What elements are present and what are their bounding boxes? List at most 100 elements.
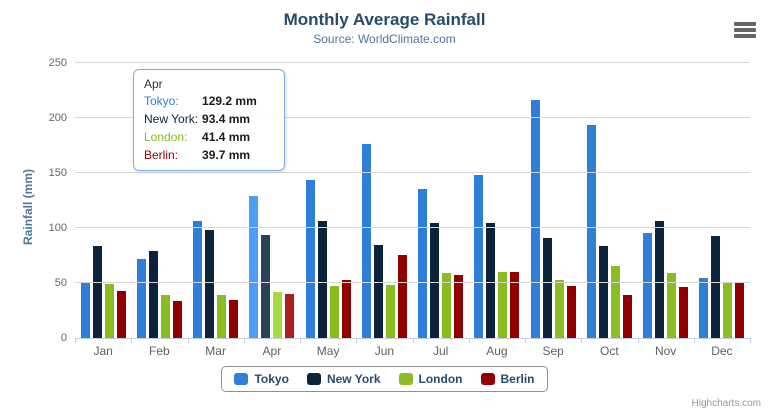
bar-new-york-mar[interactable] [205, 229, 215, 338]
bar-new-york-dec[interactable] [711, 236, 721, 338]
chart-title: Monthly Average Rainfall [283, 10, 486, 29]
column-groups [75, 63, 750, 338]
category-jul [413, 63, 469, 338]
bar-berlin-oct[interactable] [622, 295, 632, 338]
y-axis-tick-label: 0 [60, 332, 67, 344]
gridline [75, 62, 750, 63]
gridline [75, 282, 750, 283]
bar-new-york-jan[interactable] [92, 246, 102, 338]
x-axis-label-jul: Jul [432, 344, 449, 358]
x-axis-tick [75, 338, 76, 343]
x-axis-labels: Jan Feb Mar Apr May Jun Jul Aug Sep Oct Nov Dec [75, 344, 750, 358]
bar-tokyo-apr[interactable] [249, 195, 259, 338]
legend: Tokyo New York London Berlin [0, 366, 769, 392]
x-axis-label-sep: Sep [542, 344, 564, 358]
credits-link[interactable]: Highcharts.com [691, 398, 761, 409]
legend-label: Berlin [500, 372, 535, 386]
bar-tokyo-mar[interactable] [193, 220, 203, 338]
legend-item-tokyo[interactable]: Tokyo [234, 372, 289, 386]
bar-new-york-jun[interactable] [373, 245, 383, 338]
bar-london-jan[interactable] [104, 284, 114, 338]
bar-tokyo-may[interactable] [305, 179, 315, 338]
legend-swatch-icon [234, 373, 249, 385]
category-dec [694, 63, 750, 338]
bar-london-jul[interactable] [442, 273, 452, 338]
tooltip-series-value: 39.7 mm [202, 148, 251, 162]
category-aug [469, 63, 525, 338]
legend-swatch-icon [398, 373, 413, 385]
bar-berlin-mar[interactable] [229, 300, 239, 338]
y-axis-tick-label: 50 [54, 277, 67, 289]
category-jan [75, 63, 131, 338]
bar-berlin-apr[interactable] [285, 294, 295, 338]
bar-new-york-oct[interactable] [598, 246, 608, 338]
tooltip-series-label: New York: [144, 112, 199, 126]
bar-new-york-may[interactable] [317, 221, 327, 338]
bar-new-york-feb[interactable] [148, 251, 158, 338]
legend-label: New York [326, 372, 381, 386]
bar-berlin-feb[interactable] [172, 301, 182, 338]
bar-london-dec[interactable] [723, 281, 733, 338]
hamburger-menu-icon[interactable] [732, 19, 758, 41]
x-axis-tick [581, 338, 583, 343]
x-axis-tick [750, 338, 751, 343]
bar-london-sep[interactable] [554, 280, 564, 338]
category-jun [356, 63, 412, 338]
tooltip-rows: Tokyo: 129.2 mm New York: 93.4 mm London: 41.… [144, 94, 274, 162]
bar-london-nov[interactable] [667, 272, 677, 338]
bar-berlin-nov[interactable] [679, 286, 689, 338]
bar-london-jun[interactable] [385, 284, 395, 338]
bar-tokyo-nov[interactable] [643, 232, 653, 338]
legend-label: Tokyo [254, 372, 289, 386]
bar-berlin-may[interactable] [341, 280, 351, 338]
x-axis-tick [693, 338, 695, 343]
bar-berlin-aug[interactable] [510, 271, 520, 338]
bar-london-mar[interactable] [217, 294, 227, 338]
bar-berlin-jan[interactable] [116, 291, 126, 338]
legend-item-london[interactable]: London [398, 372, 463, 386]
bar-new-york-jul[interactable] [430, 222, 440, 338]
bar-tokyo-aug[interactable] [474, 174, 484, 338]
x-axis-label-apr: Apr [262, 344, 282, 358]
bar-tokyo-sep[interactable] [530, 99, 540, 338]
bar-new-york-apr[interactable] [261, 235, 271, 338]
tooltip: Apr Tokyo: 129.2 mm New York: 93.4 mm London… [133, 69, 285, 171]
bar-berlin-sep[interactable] [566, 285, 576, 338]
legend-item-new-york[interactable]: New York [306, 372, 381, 386]
x-axis-label-may: May [316, 344, 340, 358]
tooltip-series-label: Tokyo: [144, 94, 179, 108]
bar-london-oct[interactable] [610, 266, 620, 338]
bar-tokyo-jun[interactable] [361, 144, 371, 338]
bar-tokyo-oct[interactable] [586, 124, 596, 338]
x-axis-tick [637, 338, 639, 343]
x-axis-label-oct: Oct [600, 344, 619, 358]
bar-london-apr[interactable] [273, 292, 283, 338]
y-axis-tick-label: 150 [48, 167, 67, 179]
bar-new-york-aug[interactable] [486, 223, 496, 338]
x-axis-tick [525, 338, 526, 343]
bar-london-may[interactable] [329, 286, 339, 338]
bar-tokyo-dec[interactable] [699, 278, 709, 338]
bar-berlin-jun[interactable] [397, 254, 407, 338]
x-axis-label-jan: Jan [93, 344, 113, 358]
bar-london-aug[interactable] [498, 272, 508, 338]
x-axis-tick [187, 338, 189, 343]
bar-berlin-jul[interactable] [454, 274, 464, 338]
bar-berlin-dec[interactable] [735, 281, 745, 338]
gridline [75, 172, 750, 173]
category-may [300, 63, 356, 338]
bar-london-feb[interactable] [160, 295, 170, 338]
bar-tokyo-jul[interactable] [418, 188, 428, 338]
bar-tokyo-feb[interactable] [136, 259, 146, 338]
menu-bar [734, 28, 756, 32]
bar-tokyo-jan[interactable] [80, 283, 90, 338]
bar-new-york-nov[interactable] [655, 220, 665, 338]
legend-item-berlin[interactable]: Berlin [480, 372, 535, 386]
category-apr [244, 63, 300, 338]
x-axis-tick [356, 338, 358, 343]
y-axis-title: Rainfall (mm) [21, 168, 35, 245]
bar-new-york-sep[interactable] [542, 237, 552, 338]
y-axis-tick-label: 200 [48, 112, 67, 124]
category-oct [581, 63, 637, 338]
